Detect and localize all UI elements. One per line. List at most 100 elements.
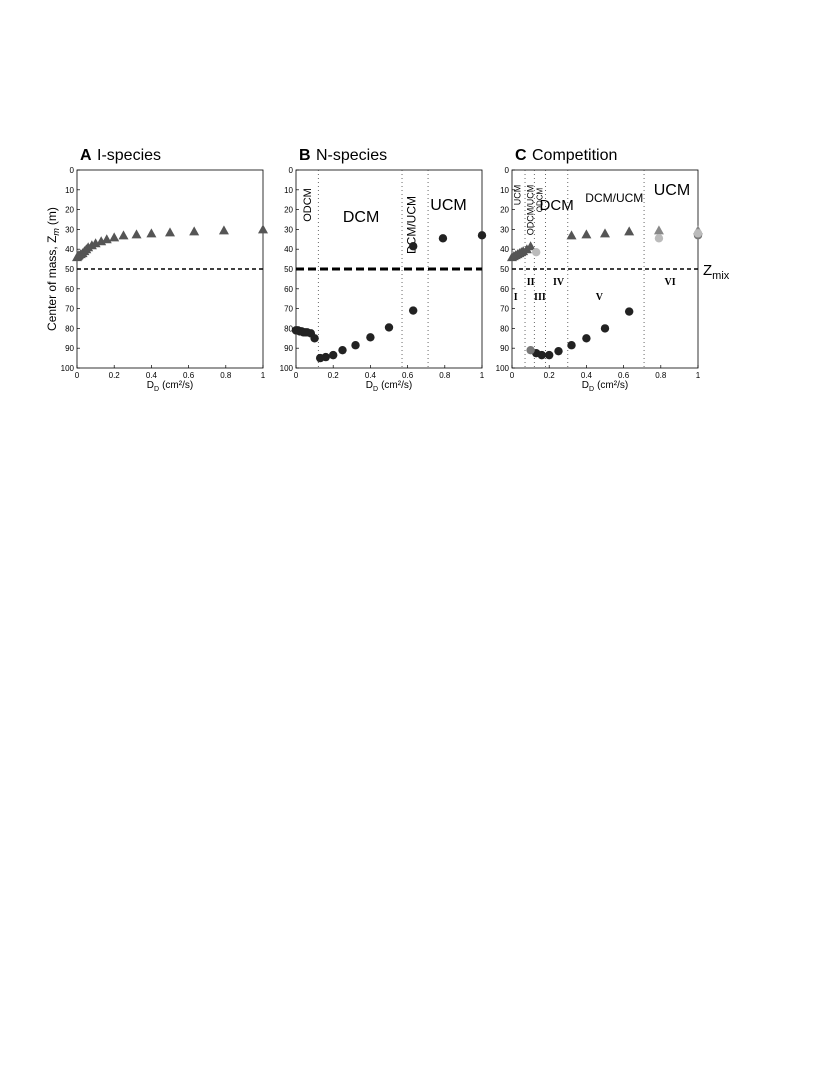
x-tick-label: 0.8	[439, 371, 451, 380]
region-number: III	[534, 292, 546, 303]
circle-point	[438, 234, 448, 243]
x-tick-label: 0.6	[402, 371, 414, 380]
region-number: VI	[665, 277, 676, 288]
regime-label: DCM	[343, 209, 379, 226]
y-tick-label: 50	[284, 265, 293, 274]
x-label-sub: D	[373, 386, 378, 393]
triangle-point	[653, 225, 664, 235]
y-tick-label: 40	[65, 245, 74, 254]
triangle-point	[165, 227, 175, 237]
y-tick-label: 50	[500, 265, 509, 274]
x-tick-label: 0	[294, 371, 299, 380]
y-tick-label: 10	[284, 186, 293, 195]
regime-label: UCM	[430, 197, 466, 214]
region-number: I	[514, 292, 518, 303]
label-sub: mix	[712, 270, 730, 282]
triangle-point	[118, 230, 129, 240]
y-tick-label: 20	[284, 206, 293, 215]
triangle-point	[109, 232, 120, 242]
triangle-point	[600, 228, 610, 238]
regime-label: DCM/UCM	[585, 191, 643, 205]
y-tick-label: 30	[284, 225, 293, 234]
triangle-point	[146, 228, 157, 238]
circle-point	[693, 229, 703, 238]
regime-label: UCM	[513, 185, 523, 206]
y-label-sub: m	[51, 228, 61, 236]
circle-point	[526, 345, 535, 355]
x-tick-label: 0.4	[365, 371, 377, 380]
mixed-layer-label: Zmix	[703, 262, 730, 282]
y-tick-label: 0	[505, 166, 510, 175]
x-label-sub: D	[589, 386, 594, 393]
x-tick-label: 0.8	[655, 371, 667, 380]
circle-point	[384, 323, 394, 332]
circle-point	[310, 334, 319, 343]
y-tick-label: 70	[284, 305, 293, 314]
circle-point	[408, 242, 418, 251]
circle-point	[567, 341, 576, 350]
panel-letter: A	[80, 147, 92, 164]
y-tick-label: 70	[500, 305, 509, 314]
circle-point	[531, 247, 541, 257]
y-tick-label: 40	[500, 245, 509, 254]
panel-title: Competition	[532, 147, 617, 164]
panel-letter: B	[299, 147, 311, 164]
region-number: II	[527, 277, 535, 288]
regime-label: UCM	[654, 182, 690, 199]
x-tick-label: 0.4	[146, 371, 158, 380]
x-label-unit: (cm²/s)	[597, 380, 628, 391]
regime-label: DCM/UCM	[404, 196, 418, 254]
triangle-point	[258, 224, 268, 234]
regime-label: ODCM	[302, 188, 314, 222]
y-tick-label: 100	[496, 364, 510, 373]
y-tick-label: 60	[500, 285, 509, 294]
x-tick-label: 0.6	[618, 371, 630, 380]
circle-point	[624, 307, 634, 316]
label-main: Z	[703, 262, 712, 279]
circle-point	[338, 345, 347, 355]
x-tick-label: 1	[261, 371, 266, 380]
y-tick-label: 50	[65, 265, 74, 274]
y-label-main: Center of mass, Z	[45, 236, 59, 331]
x-label-sub: D	[154, 386, 159, 393]
x-label-unit: (cm²/s)	[162, 380, 193, 391]
y-tick-label: 90	[65, 344, 74, 353]
y-tick-label: 0	[289, 166, 294, 175]
x-tick-label: 0.2	[328, 371, 340, 380]
y-tick-label: 80	[65, 324, 74, 333]
y-label-unit: (m)	[45, 207, 59, 225]
panel-title: N-species	[316, 147, 387, 164]
y-tick-label: 80	[284, 324, 293, 333]
circle-point	[408, 306, 418, 315]
x-tick-label: 1	[480, 371, 485, 380]
circle-point	[477, 231, 487, 240]
circle-point	[351, 341, 360, 350]
x-tick-label: 1	[696, 371, 701, 380]
region-number: IV	[553, 277, 565, 288]
x-label-main: D	[582, 380, 589, 391]
x-label-unit: (cm²/s)	[381, 380, 412, 391]
y-tick-label: 40	[284, 245, 293, 254]
x-label-main: D	[366, 380, 373, 391]
circle-point	[537, 350, 546, 360]
triangle-point	[101, 234, 112, 244]
panel-title: I-species	[97, 147, 161, 164]
y-tick-label: 100	[61, 364, 75, 373]
y-tick-label: 90	[500, 344, 509, 353]
x-tick-label: 0.2	[544, 371, 556, 380]
y-tick-label: 0	[70, 166, 75, 175]
y-tick-label: 60	[65, 285, 74, 294]
circle-point	[321, 352, 330, 362]
triangle-point	[131, 229, 142, 239]
triangle-point	[624, 226, 635, 236]
x-tick-label: 0.6	[183, 371, 195, 380]
y-tick-label: 80	[500, 324, 509, 333]
circle-point	[366, 333, 375, 342]
y-tick-label: 20	[65, 206, 74, 215]
regime-label: DCM	[540, 197, 574, 214]
y-tick-label: 20	[500, 206, 509, 215]
circle-point	[554, 346, 563, 356]
y-tick-label: 30	[65, 225, 74, 234]
x-tick-label: 0.8	[220, 371, 232, 380]
